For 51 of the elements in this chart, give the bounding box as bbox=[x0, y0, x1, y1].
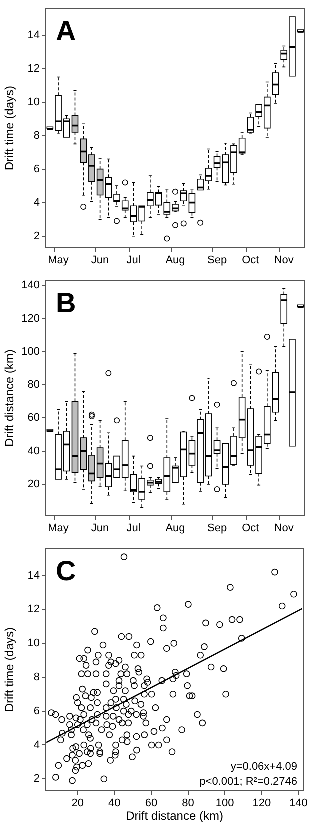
x-axis-title: Drift distance (km) bbox=[126, 809, 224, 824]
x-tick-label: Jul bbox=[126, 254, 141, 267]
x-tick-label: Oct bbox=[242, 254, 260, 267]
y-tick-label: 14 bbox=[28, 570, 40, 582]
y-tick-label: 100 bbox=[22, 346, 40, 358]
y-tick-label: 8 bbox=[34, 671, 40, 684]
x-tick-label: 100 bbox=[216, 798, 234, 810]
x-tick-label: 40 bbox=[108, 798, 121, 810]
y-tick-label: 60 bbox=[28, 412, 40, 424]
x-tick-label: May bbox=[48, 254, 70, 267]
y-tick-label: 8 bbox=[34, 130, 40, 142]
x-tick-label: Aug bbox=[166, 254, 186, 267]
x-tick-label: Oct bbox=[242, 522, 260, 535]
x-tick-label: Aug bbox=[166, 522, 186, 535]
y-axis-title: Drift time (days) bbox=[2, 86, 17, 171]
y-tick-label: 6 bbox=[34, 163, 40, 176]
x-tick-label: Nov bbox=[274, 522, 294, 535]
y-axis-title: Drift time (days) bbox=[2, 627, 17, 712]
x-tick-label: 120 bbox=[252, 798, 272, 810]
y-tick-label: 140 bbox=[22, 280, 40, 292]
y-tick-label: 6 bbox=[34, 705, 40, 718]
x-tick-label: Sep bbox=[207, 522, 228, 535]
y-tick-label: 4 bbox=[34, 196, 40, 209]
x-tick-label: Jun bbox=[91, 254, 110, 267]
x-tick-label: 60 bbox=[145, 798, 158, 810]
chart-title: B bbox=[56, 287, 76, 318]
annotation: y=0.06x+4.09 bbox=[230, 761, 298, 773]
y-axis-title: Drift distance (km) bbox=[2, 350, 17, 447]
y-tick-label: 120 bbox=[22, 312, 40, 325]
y-tick-label: 20 bbox=[28, 478, 40, 491]
y-tick-label: 12 bbox=[28, 604, 40, 616]
y-tick-label: 80 bbox=[28, 379, 40, 392]
y-tick-label: 10 bbox=[28, 96, 40, 108]
chart-title: A bbox=[56, 15, 76, 46]
x-tick-label: 80 bbox=[182, 798, 194, 810]
x-tick-label: Jul bbox=[126, 522, 141, 535]
y-tick-label: 14 bbox=[28, 29, 40, 42]
y-tick-label: 40 bbox=[28, 445, 40, 458]
y-tick-label: 2 bbox=[34, 230, 40, 242]
x-tick-label: Sep bbox=[207, 254, 228, 267]
annotation: p<0.001; R²=0.2746 bbox=[200, 776, 298, 788]
x-tick-label: Nov bbox=[274, 254, 294, 267]
y-tick-label: 2 bbox=[34, 773, 40, 786]
y-tick-label: 4 bbox=[34, 739, 40, 752]
x-tick-label: May bbox=[48, 522, 70, 535]
x-tick-label: 140 bbox=[290, 798, 308, 810]
y-tick-label: 12 bbox=[28, 62, 40, 75]
x-tick-label: Jun bbox=[91, 522, 110, 535]
x-tick-label: 20 bbox=[72, 798, 84, 810]
chart-title: C bbox=[56, 555, 76, 586]
y-tick-label: 10 bbox=[28, 638, 40, 650]
